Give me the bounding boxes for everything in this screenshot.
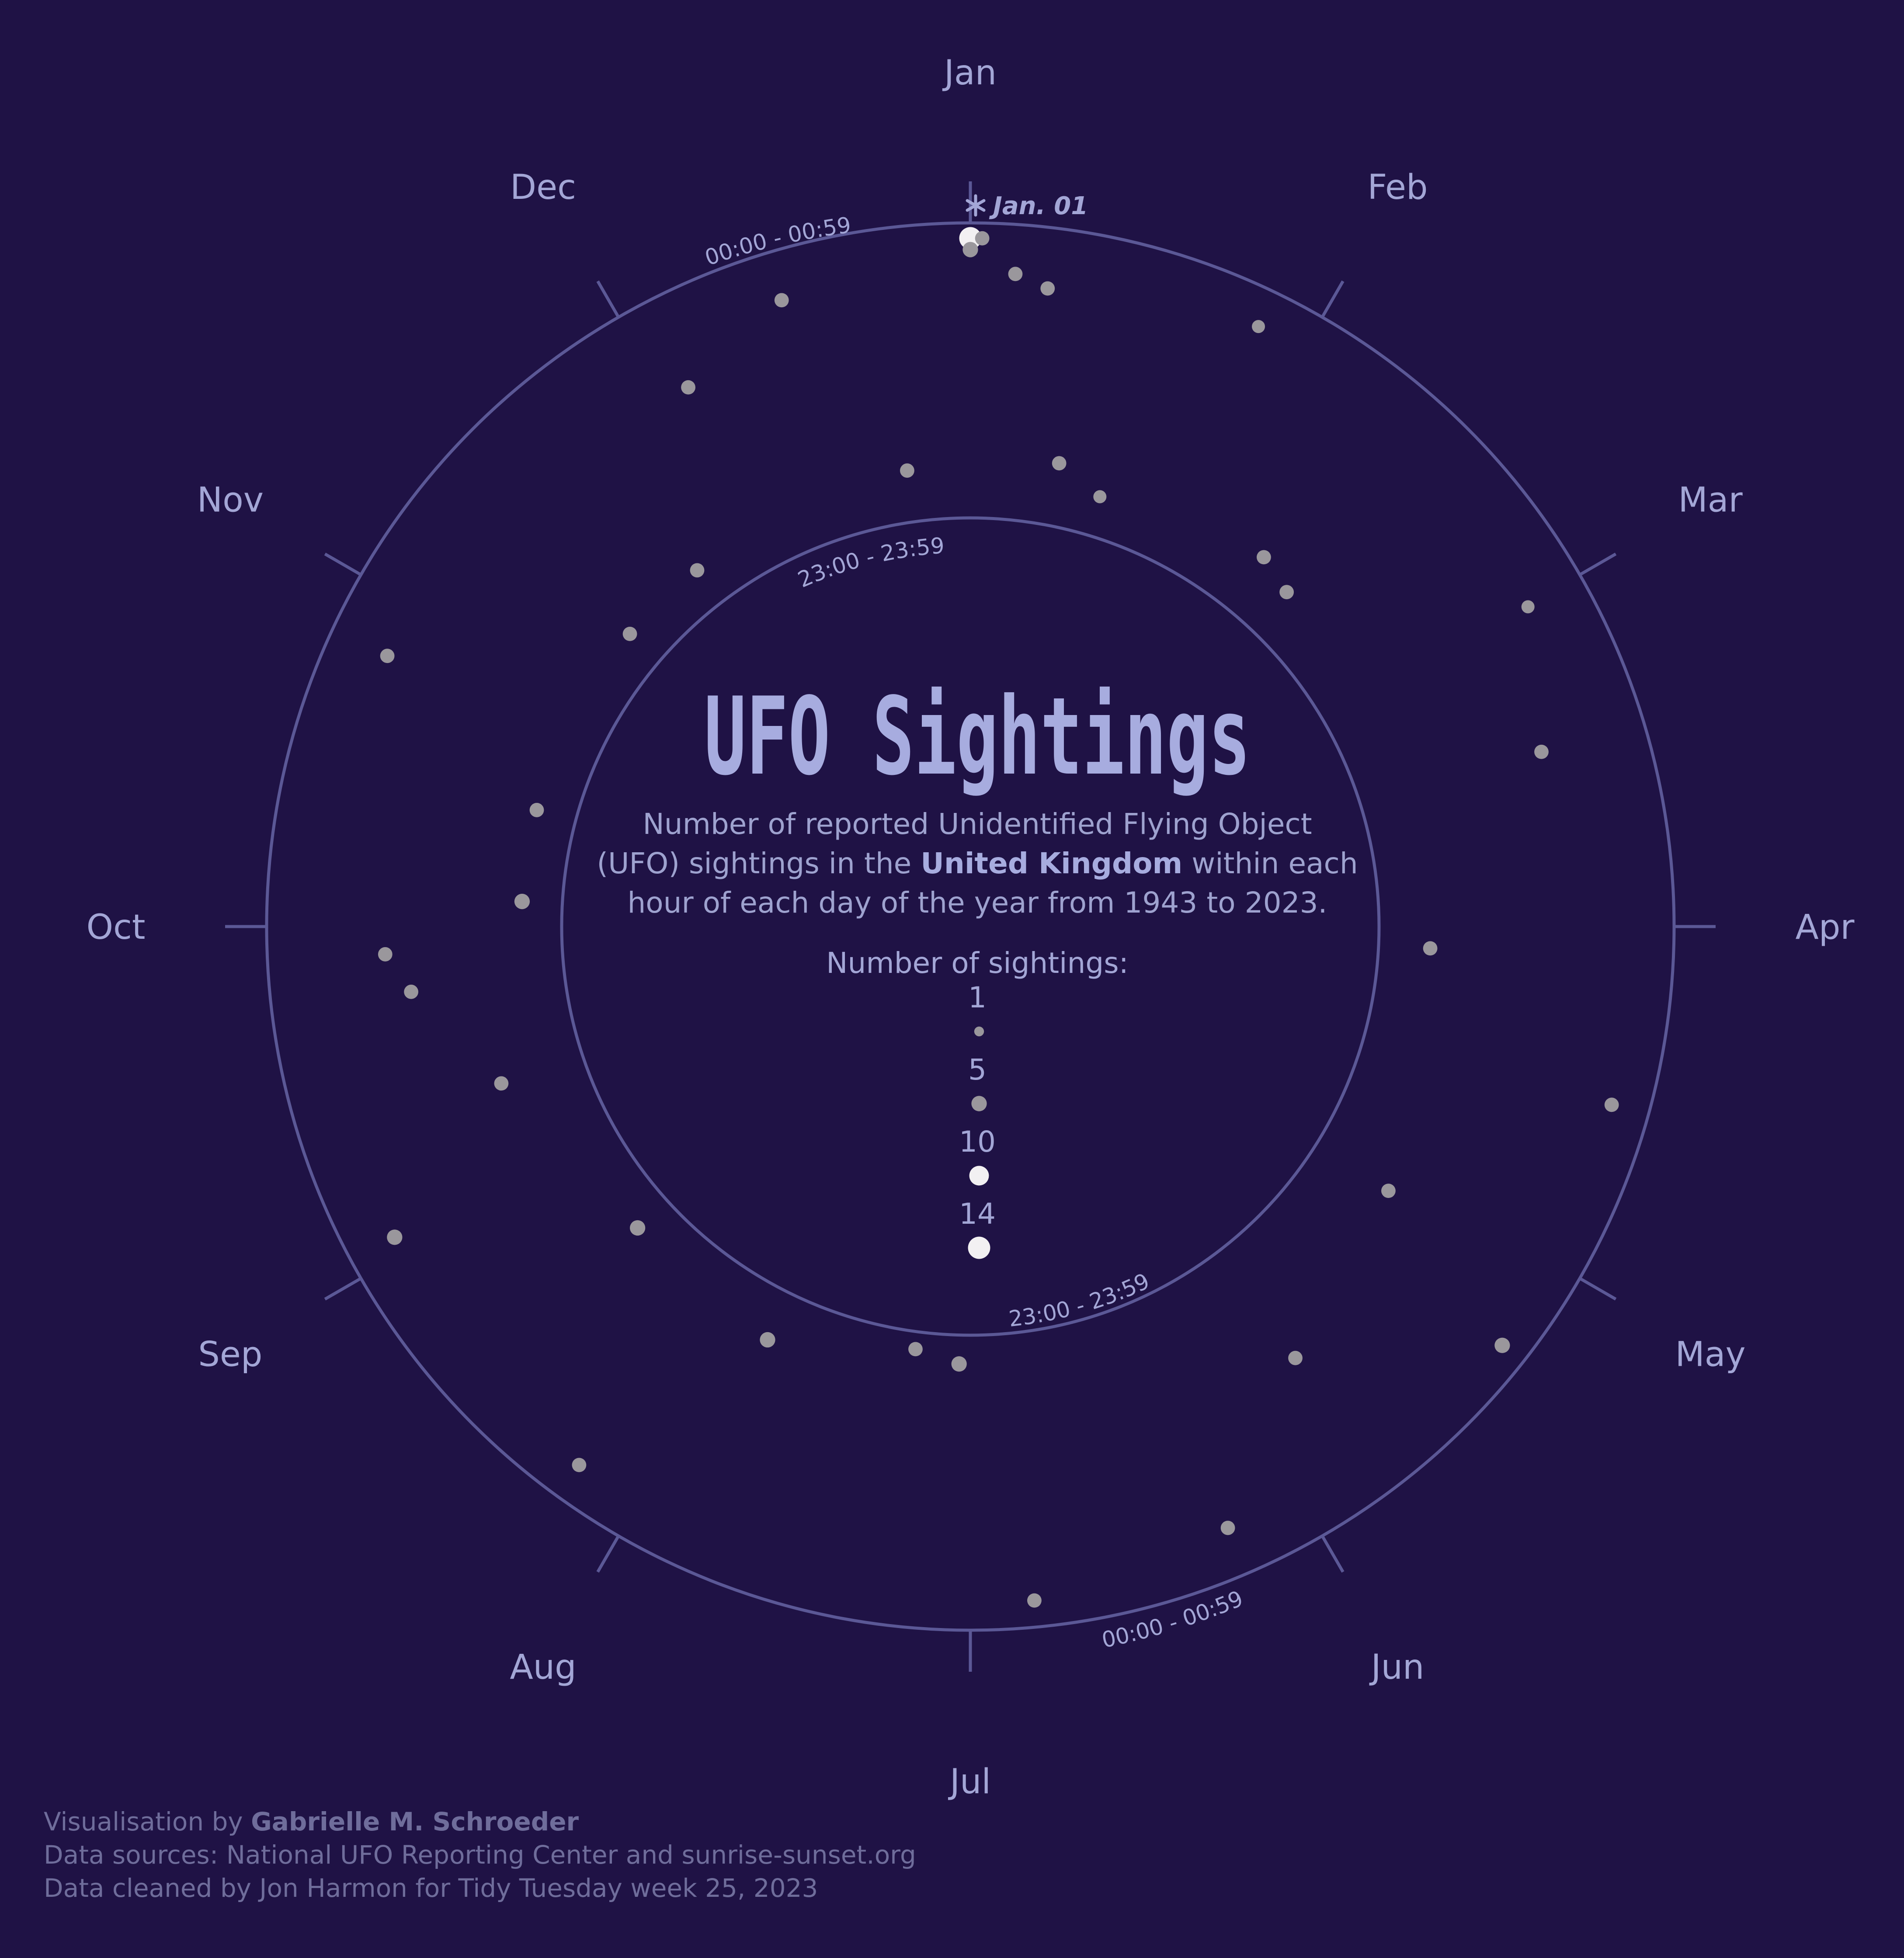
- legend-circle-1: [974, 1026, 984, 1037]
- outer-hour-label-top: 00:00 - 00:59: [702, 212, 852, 271]
- sighting-point: [1052, 456, 1067, 471]
- month-tick-jun: [1320, 1535, 1345, 1573]
- month-tick-may: [1579, 1277, 1617, 1301]
- month-label-dec: Dec: [510, 168, 576, 207]
- legend-value-5: 5: [968, 1053, 987, 1087]
- center-text: UFO Sightings Number of reported Unident…: [597, 674, 1358, 1259]
- month-labels: Jan Feb Mar Apr May Jun Jul Aug Sep Oct Nov Dec: [87, 53, 1855, 1802]
- sighting-point: [622, 626, 637, 641]
- sighting-point: [681, 380, 695, 395]
- credits: Visualisation by Gabrielle M. Schroeder …: [44, 1805, 916, 1905]
- credits-line-3: Data cleaned by Jon Harmon for Tidy Tues…: [44, 1873, 818, 1903]
- sighting-point: [1423, 941, 1438, 956]
- sighting-point: [514, 893, 530, 910]
- month-label-may: May: [1675, 1335, 1745, 1375]
- subtitle-country: United Kingdom: [921, 847, 1182, 880]
- sighting-point: [962, 242, 978, 257]
- sighting-point: [690, 563, 705, 578]
- sighting-point: [760, 1332, 775, 1348]
- month-label-nov: Nov: [197, 481, 264, 520]
- sighting-point: [1604, 1097, 1619, 1112]
- legend-circle-14: [968, 1236, 990, 1259]
- sighting-point: [630, 1220, 646, 1236]
- sighting-point: [1093, 490, 1107, 503]
- legend-value-14: 14: [959, 1197, 996, 1231]
- month-tick-mar: [1579, 552, 1617, 576]
- sighting-point: [572, 1458, 587, 1472]
- month-label-oct: Oct: [87, 908, 146, 947]
- sighting-point: [1534, 744, 1549, 759]
- sighting-point: [975, 231, 990, 246]
- hour-labels: 00:00 - 00:59 23:00 - 23:59 23:00 - 23:5…: [702, 212, 1247, 1653]
- sighting-point: [1008, 267, 1023, 281]
- sighting-point: [1257, 550, 1271, 565]
- highlight-label: Jan. 01: [989, 192, 1088, 220]
- month-label-jan: Jan: [942, 53, 997, 93]
- outer-hour-label-bottom: 00:00 - 00:59: [1100, 1586, 1247, 1653]
- sighting-point: [387, 1229, 403, 1245]
- inner-hour-label-bottom: 23:00 - 23:59: [1008, 1268, 1154, 1332]
- sighting-points: [378, 227, 1619, 1608]
- legend-circle-5: [971, 1096, 987, 1111]
- sighting-point: [1040, 281, 1055, 296]
- sighting-point: [951, 1356, 967, 1372]
- subtitle-line-2-end: within each: [1182, 847, 1358, 880]
- sighting-point: [380, 649, 395, 663]
- subtitle-line-3: hour of each day of the year from 1943 t…: [627, 886, 1327, 920]
- chart-title: UFO Sightings: [704, 674, 1251, 799]
- sighting-point: [494, 1076, 509, 1091]
- legend-value-1: 1: [968, 981, 987, 1014]
- month-label-jun: Jun: [1369, 1648, 1425, 1687]
- legend-value-10: 10: [959, 1125, 996, 1159]
- month-label-aug: Aug: [510, 1648, 576, 1687]
- sighting-point: [1381, 1184, 1396, 1198]
- highlight-annotation: Jan. 01: [966, 192, 1088, 220]
- legend-circle-10: [969, 1166, 989, 1186]
- credits-line-2: Data sources: National UFO Reporting Cen…: [44, 1840, 916, 1870]
- month-tick-aug: [596, 1535, 620, 1573]
- credits-prefix: Visualisation by: [44, 1807, 251, 1836]
- subtitle-line-2: (UFO) sightings in the United Kingdom wi…: [597, 847, 1358, 880]
- month-tick-dec: [596, 280, 620, 318]
- month-label-mar: Mar: [1678, 481, 1743, 520]
- month-ticks: [225, 181, 1716, 1672]
- month-label-feb: Feb: [1367, 168, 1428, 207]
- month-tick-nov: [324, 552, 362, 576]
- sighting-point: [404, 984, 419, 999]
- sighting-point: [1027, 1593, 1042, 1608]
- month-label-apr: Apr: [1796, 908, 1855, 947]
- outer-ring: [265, 221, 1676, 1632]
- credits-author: Gabrielle M. Schroeder: [251, 1807, 579, 1836]
- sighting-point: [959, 227, 982, 250]
- sighting-point: [1288, 1350, 1303, 1365]
- sighting-point: [908, 1342, 923, 1357]
- legend-title: Number of sightings:: [826, 946, 1129, 980]
- sighting-point: [1521, 600, 1535, 614]
- sighting-point: [529, 803, 544, 817]
- inner-hour-label-top: 23:00 - 23:59: [794, 533, 945, 593]
- sighting-point: [1494, 1337, 1510, 1353]
- inner-ring: [560, 516, 1381, 1337]
- sighting-point: [1220, 1521, 1235, 1535]
- subtitle-line-2-start: (UFO) sightings in the: [597, 847, 921, 880]
- sighting-point: [900, 463, 914, 478]
- asterisk-icon: [966, 194, 986, 217]
- month-tick-sep: [324, 1277, 362, 1301]
- sighting-point: [378, 947, 393, 962]
- sighting-point: [1279, 585, 1294, 600]
- month-label-jul: Jul: [948, 1762, 991, 1802]
- rings: [265, 221, 1676, 1632]
- sighting-point: [1252, 320, 1265, 333]
- size-legend: 1 5 10 14: [959, 981, 996, 1259]
- credits-line-1: Visualisation by Gabrielle M. Schroeder: [44, 1805, 916, 1838]
- month-label-sep: Sep: [198, 1335, 262, 1375]
- month-tick-feb: [1320, 280, 1345, 318]
- sighting-point: [774, 293, 789, 308]
- subtitle-line-1: Number of reported Unidentified Flying O…: [643, 807, 1312, 841]
